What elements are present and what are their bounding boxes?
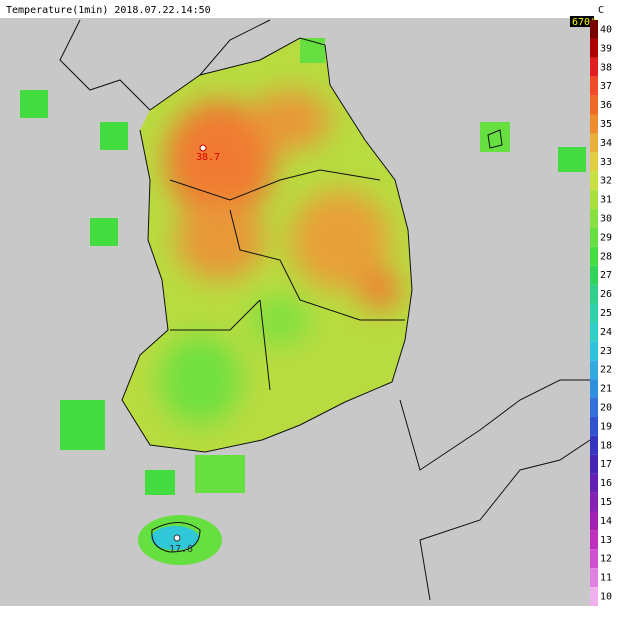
colorbar-swatch [590, 38, 598, 58]
colorbar-swatch [590, 133, 598, 153]
colorbar-tick-label: 11 [600, 573, 612, 584]
colorbar-tick-label: 32 [600, 176, 612, 187]
colorbar-tick-label: 25 [600, 308, 612, 319]
colorbar-swatch [590, 284, 598, 304]
colorbar-tick-label: 36 [600, 100, 612, 111]
colorbar-tick-label: 17 [600, 459, 612, 470]
colorbar-tick-label: 27 [600, 270, 612, 281]
colorbar-swatch [590, 171, 598, 191]
marker-label: 38.7 [196, 152, 220, 163]
colorbar-tick-label: 15 [600, 497, 612, 508]
colorbar-tick-label: 29 [600, 232, 612, 243]
station-count: 670# [572, 17, 596, 28]
colorbar-swatch [590, 416, 598, 436]
colorbar-swatch [590, 435, 598, 455]
colorbar-tick-label: 10 [600, 592, 612, 603]
colorbar-swatch [590, 398, 598, 417]
colorbar-tick-label: 40 [600, 24, 612, 35]
colorbar-swatch [590, 379, 598, 399]
colorbar-swatch [590, 114, 598, 134]
colorbar-tick-label: 18 [600, 440, 612, 451]
colorbar-tick-label: 38 [600, 62, 612, 73]
colorbar-swatch [590, 265, 598, 285]
colorbar-swatch [590, 341, 598, 361]
colorbar-tick-label: 31 [600, 195, 612, 206]
colorbar-swatch [590, 76, 598, 96]
colorbar-tick-label: 16 [600, 478, 612, 489]
colorbar-tick-label: 20 [600, 403, 612, 414]
station-marker: 17.6 [169, 534, 193, 555]
colorbar-tick-label: 35 [600, 119, 612, 130]
colorbar-swatch [590, 492, 598, 512]
colorbar: 40 39 38 37 36 35 34 33 32 31 30 29 28 27 26 25 24 23 22 21… [590, 20, 612, 606]
colorbar-tick-label: 30 [600, 213, 612, 224]
colorbar-swatch [590, 227, 598, 247]
colorbar-tick-label: 22 [600, 365, 612, 376]
colorbar-swatch [590, 473, 598, 493]
colorbar-swatch [590, 454, 598, 474]
colorbar-tick-label: 33 [600, 157, 612, 168]
colorbar-swatch [590, 360, 598, 380]
station-marker: 38.7 [196, 144, 220, 163]
colorbar-swatch [590, 587, 598, 606]
colorbar-tick-label: 23 [600, 346, 612, 357]
colorbar-tick-label: 13 [600, 535, 612, 546]
colorbar-swatch [590, 20, 598, 39]
colorbar-swatch [590, 190, 598, 210]
temperature-field [20, 38, 586, 565]
colorbar-swatch [590, 322, 598, 342]
colorbar-swatch [590, 246, 598, 266]
colorbar-swatch [590, 568, 598, 588]
colorbar-swatch [590, 511, 598, 531]
colorbar-swatch [590, 152, 598, 172]
colorbar-tick-label: 37 [600, 81, 612, 92]
colorbar-swatch [590, 95, 598, 115]
colorbar-tick-label: 12 [600, 554, 612, 565]
colorbar-tick-label: 34 [600, 138, 612, 149]
unit-label: C [598, 5, 604, 16]
colorbar-tick-label: 39 [600, 43, 612, 54]
colorbar-swatch [590, 57, 598, 77]
colorbar-swatch [590, 530, 598, 550]
colorbar-tick-label: 24 [600, 327, 612, 338]
coastlines [59, 19, 591, 601]
station-count-badge [570, 16, 594, 27]
marker-label: 17.6 [169, 544, 193, 555]
colorbar-tick-label: 14 [600, 516, 612, 527]
colorbar-swatch [590, 303, 598, 323]
colorbar-tick-label: 28 [600, 251, 612, 262]
colorbar-tick-label: 21 [600, 384, 612, 395]
colorbar-tick-label: 19 [600, 421, 612, 432]
colorbar-swatch [590, 209, 598, 228]
colorbar-swatch [590, 549, 598, 569]
colorbar-tick-label: 26 [600, 289, 612, 300]
map-title: Temperature(1min) 2018.07.22.14:50 [6, 5, 211, 16]
